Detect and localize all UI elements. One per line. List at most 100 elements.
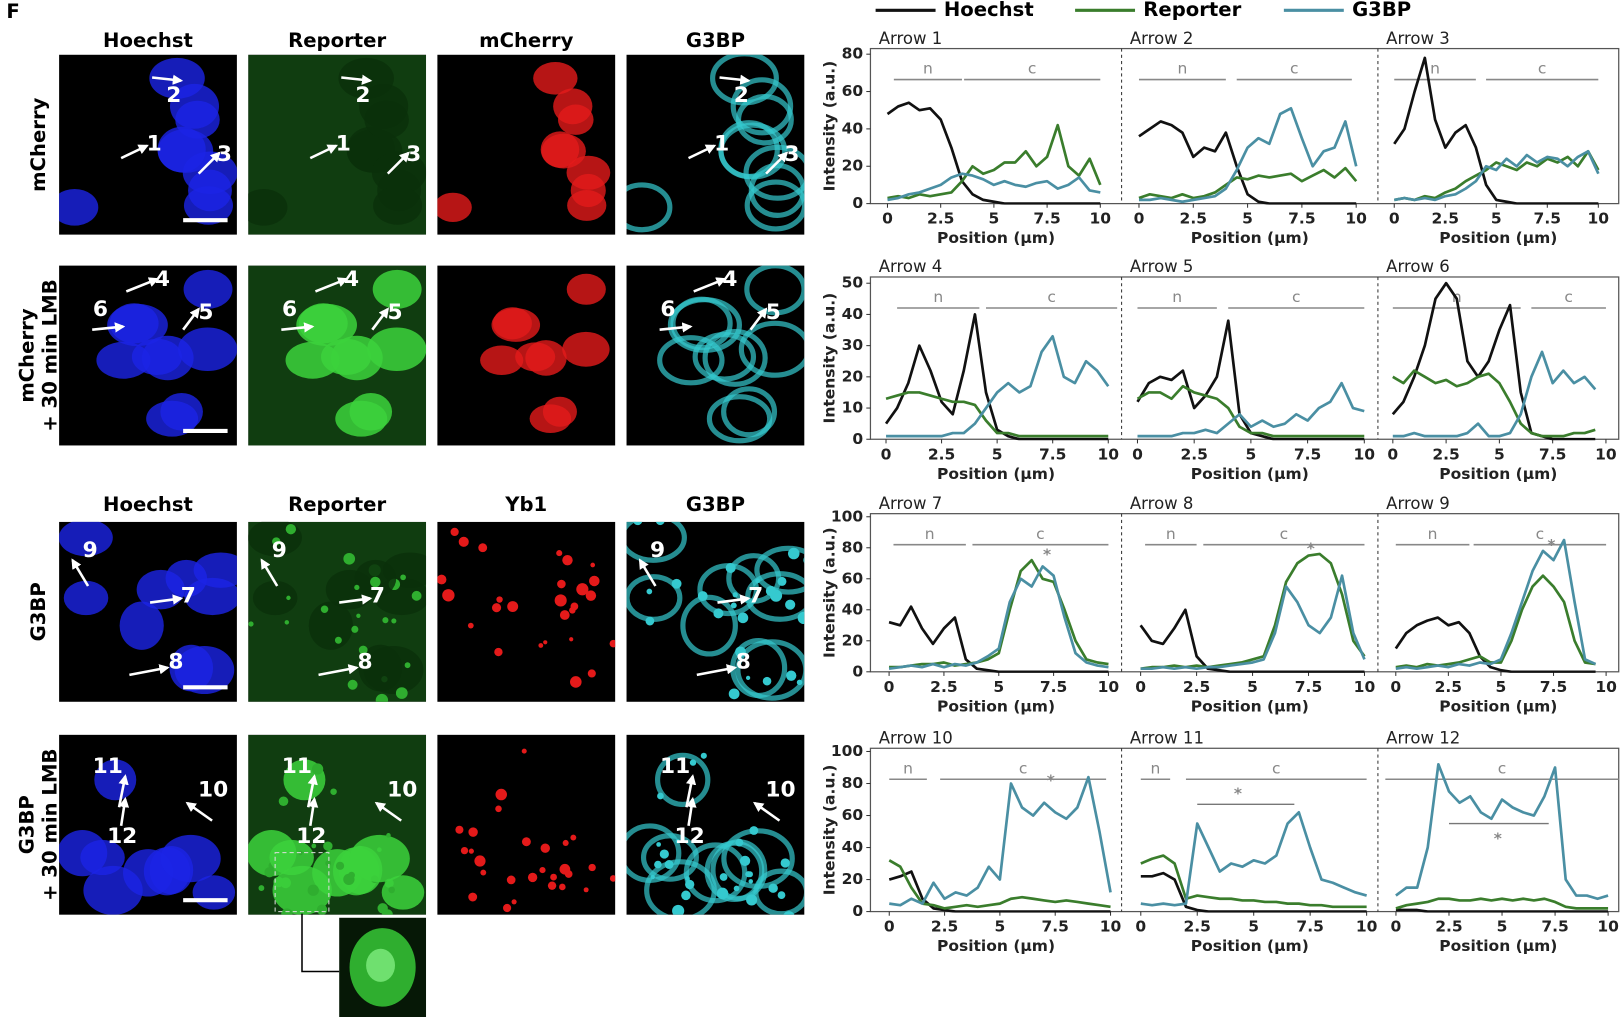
arrow [129,664,170,677]
granule [556,550,563,557]
nucleus [364,100,409,139]
cell-ring [754,545,805,595]
series-line [1395,762,1609,901]
x-axis-label: Position (µm) [937,229,1055,247]
granule [609,875,616,882]
x-tick-label: 0 [1135,918,1146,936]
chart-title: Arrow 5 [1130,257,1194,276]
x-tick-label: 0 [1387,445,1398,463]
column-header: Hoechst [103,493,193,516]
arrow [371,307,390,331]
series-line [1136,319,1365,441]
series-line [1136,384,1365,438]
x-tick-label: 2.5 [931,918,958,936]
x-tick-label: 0 [881,445,892,463]
asterisk: * [1494,829,1502,847]
asterisk: * [1307,539,1315,557]
granule [351,625,359,633]
series-line [1140,871,1367,913]
arrow-number: 1 [147,132,162,157]
granule [671,578,682,589]
nucleus [183,269,233,309]
y-tick-label: 10 [842,399,864,417]
chart-title: Arrow 11 [1130,728,1204,747]
region-label: c [1036,525,1045,543]
arrow-number: 10 [198,778,228,803]
arrow [309,144,338,160]
granule [370,576,381,588]
chart-title: Arrow 9 [1386,494,1450,513]
granule [684,876,690,881]
granule [474,855,486,867]
y-tick-label: 40 [842,305,864,323]
granule [730,602,737,609]
y-tick-label: 60 [842,569,864,587]
row-label: G3BP [27,582,50,641]
granule [307,884,319,896]
arrow-number: 5 [766,300,781,325]
arrow [374,801,402,822]
chart-title: Arrow 6 [1386,257,1450,276]
y-axis-label: Intensity (a.u.) [821,765,839,896]
granule [559,883,566,891]
arrow-number: 6 [93,297,108,322]
granule [646,588,653,595]
granule [311,843,317,849]
region-label: n [903,759,913,777]
nucleus [183,186,233,225]
y-tick-label: 0 [852,430,863,448]
region-label: c [1028,60,1037,78]
cells [59,57,237,226]
arrow [659,322,693,333]
micrograph [437,734,616,915]
granule [745,675,751,680]
nucleus [192,875,236,910]
granule [656,842,662,847]
x-tick-label: 10 [1597,918,1619,936]
granule [437,574,447,585]
arrow-number: 1 [714,132,729,157]
granule [808,543,815,550]
nucleus [272,865,332,915]
granule [657,511,662,516]
series-line [889,558,1109,669]
y-tick-label: 80 [842,538,864,556]
region-label: c [1564,288,1573,306]
granule [323,841,333,851]
y-tick-label: 40 [842,838,864,856]
asterisk: * [1547,536,1555,554]
x-tick-label: 7.5 [1041,918,1068,936]
x-tick-label: 2.5 [927,210,954,228]
micrograph: 9 7 8 [248,521,427,702]
series-line [888,565,1109,671]
micrograph: 11 12 10 [59,734,237,915]
chart-title: Arrow 4 [879,257,943,276]
nucleus [160,834,221,883]
x-tick-label: 7.5 [1288,210,1315,228]
column-header: Reporter [288,29,386,52]
region-label: n [1151,759,1161,777]
x-tick-label: 7.5 [1296,918,1323,936]
arrow [149,594,184,605]
arrow [749,307,768,331]
arrow-number: 7 [370,583,385,608]
image-bg [437,734,616,915]
cell-ring [730,77,794,136]
micrograph [437,54,616,235]
nucleus [146,400,199,437]
granule [521,748,527,754]
arrow [719,74,751,85]
row-label: mCherry [16,308,39,402]
granule [495,788,507,801]
granule [502,903,512,913]
y-axis-label: Intensity (a.u.) [821,293,839,424]
nucleus [165,559,208,598]
x-tick-label: 0 [1390,678,1401,696]
granule [286,595,291,601]
series-line [887,123,1102,200]
granule [330,788,337,795]
arrow [693,277,727,293]
y-tick-label: 80 [842,45,864,63]
arrow-number: 3 [784,142,799,167]
nucleus [59,521,113,557]
